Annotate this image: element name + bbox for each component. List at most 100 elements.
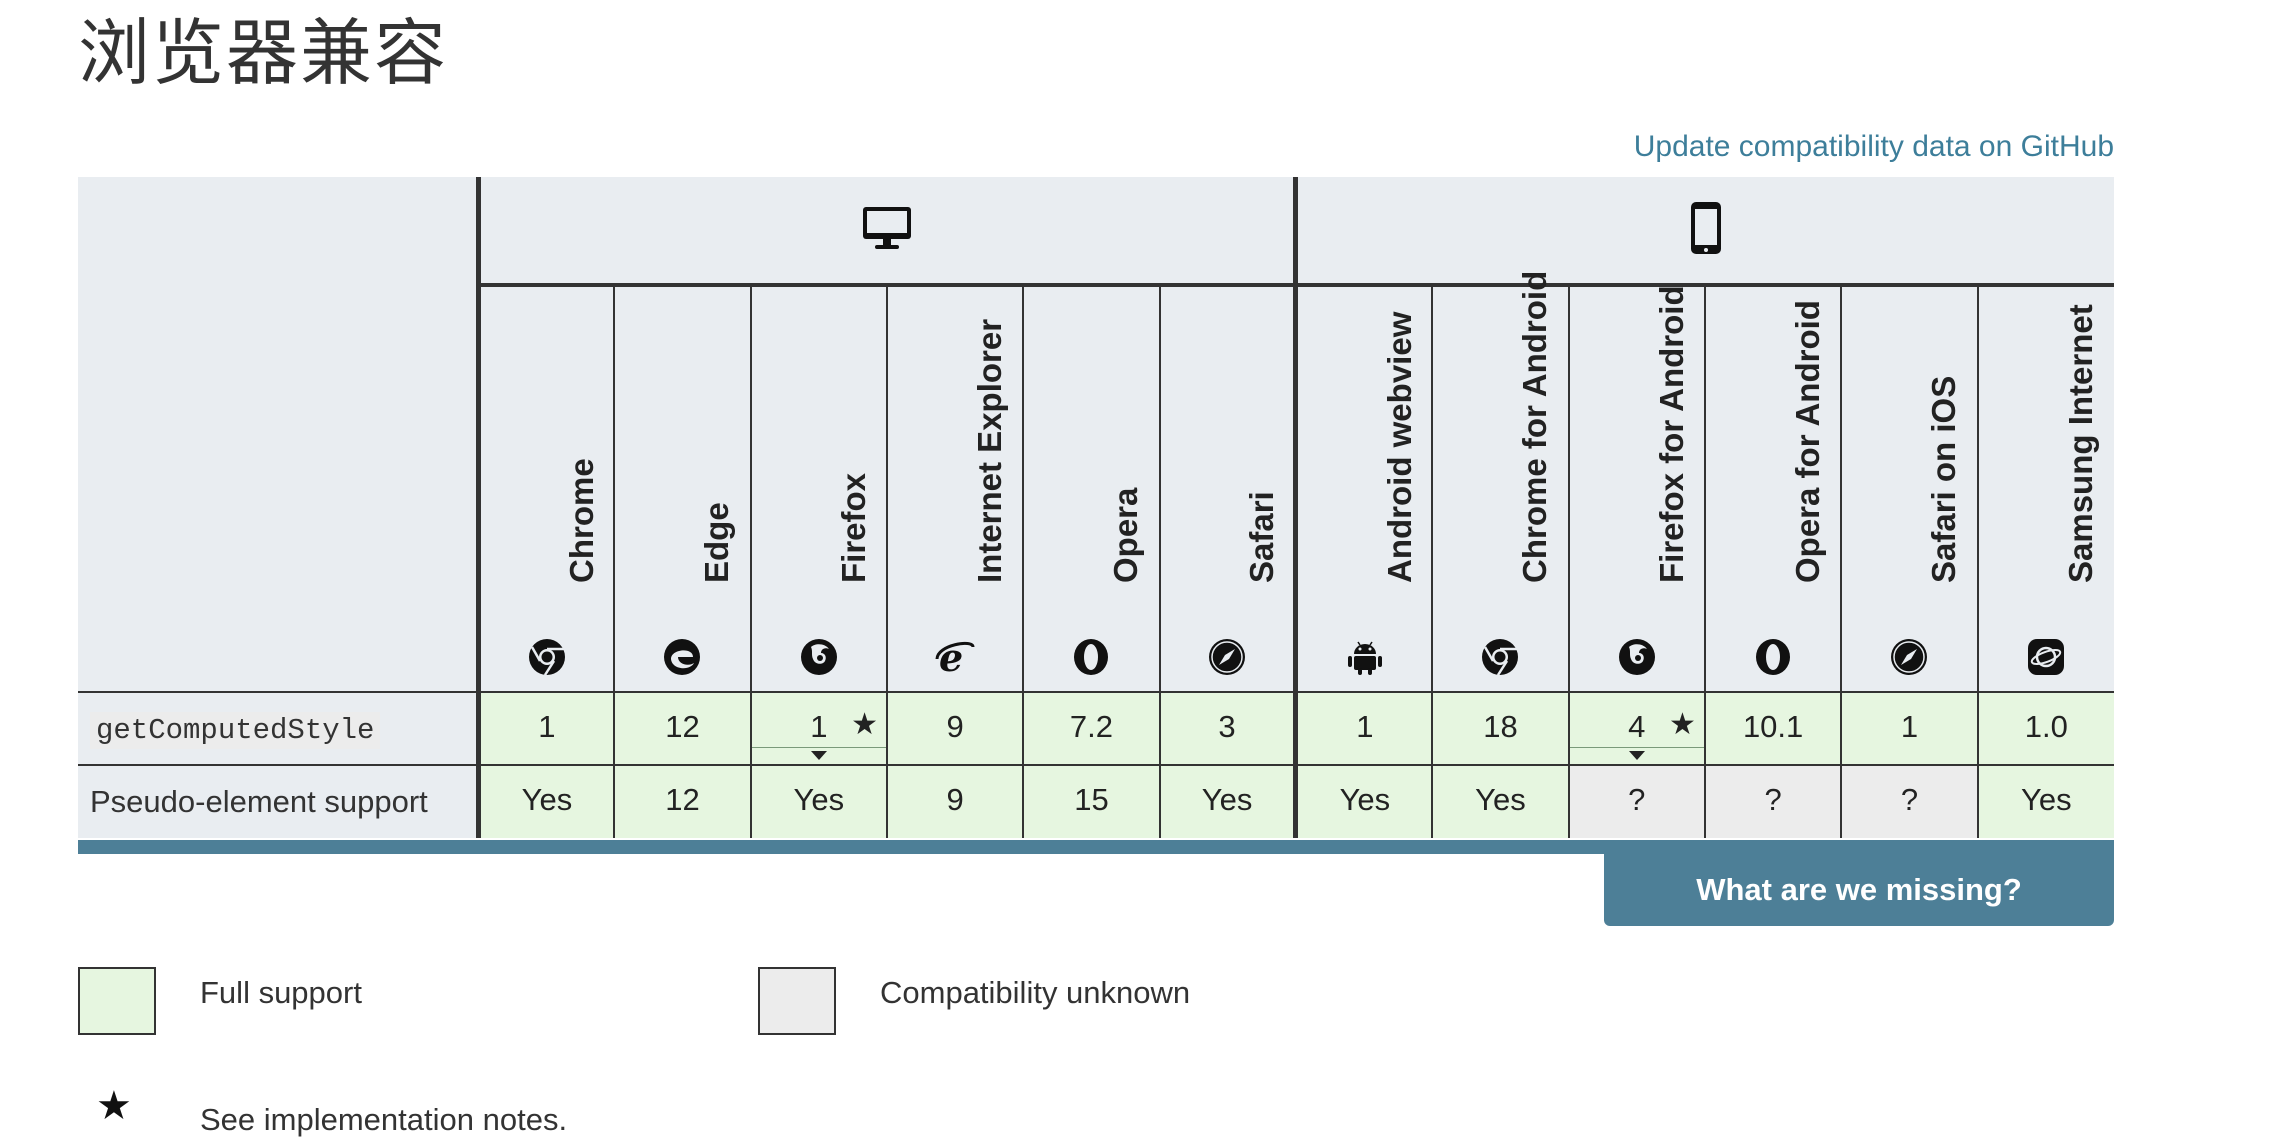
browser-header-edge: Edge bbox=[613, 285, 751, 692]
legend-full-support-label: Full support bbox=[200, 975, 362, 1010]
support-value: 1.0 bbox=[2024, 708, 2068, 744]
support-cell-samsung-internet: 1.0 bbox=[1976, 691, 2114, 765]
legend-unknown-label: Compatibility unknown bbox=[880, 975, 1191, 1010]
support-value: ? bbox=[1628, 782, 1646, 817]
support-cell-chrome-for-android: Yes bbox=[1431, 764, 1569, 838]
support-cell-chrome-for-android: 18 bbox=[1431, 691, 1569, 765]
browser-header-firefox-for-android: Firefox for Android bbox=[1567, 285, 1705, 692]
feature-name-cell: getComputedStyle bbox=[78, 691, 478, 765]
table-corner bbox=[78, 177, 478, 692]
support-value: Yes bbox=[793, 782, 845, 817]
browser-header-safari-on-ios: Safari on iOS bbox=[1840, 285, 1978, 692]
support-cell-firefox[interactable]: 1 ★ bbox=[749, 691, 887, 765]
github-update-link[interactable]: Update compatibility data on GitHub bbox=[1633, 130, 2114, 163]
browser-name: Samsung Internet bbox=[2062, 304, 2100, 583]
support-value: 12 bbox=[665, 708, 700, 744]
desktop-icon bbox=[862, 206, 911, 249]
browser-header-safari: Safari bbox=[1158, 285, 1296, 692]
feature-code-label[interactable]: getComputedStyle bbox=[90, 712, 381, 749]
safari-icon bbox=[1889, 637, 1929, 677]
support-cell-edge: 12 bbox=[613, 691, 751, 765]
browser-name: Firefox bbox=[834, 472, 872, 583]
android-icon bbox=[1345, 637, 1385, 677]
cell-divider bbox=[751, 747, 886, 748]
browser-header-chrome: Chrome bbox=[475, 285, 615, 692]
mobile-icon bbox=[1691, 201, 1722, 254]
support-cell-opera: 7.2 bbox=[1022, 691, 1160, 765]
support-value: 1 bbox=[1900, 708, 1919, 744]
browser-name: Internet Explorer bbox=[971, 318, 1009, 583]
support-cell-edge: 12 bbox=[613, 764, 751, 838]
expand-caret-icon[interactable] bbox=[1628, 751, 1645, 760]
browser-name: Chrome for Android bbox=[1516, 270, 1554, 583]
opera-icon bbox=[1071, 637, 1111, 677]
opera-icon bbox=[1753, 637, 1793, 677]
support-value: 4 bbox=[1628, 708, 1646, 744]
support-value: ? bbox=[1900, 782, 1919, 817]
platform-header-row bbox=[78, 177, 2114, 692]
support-cell-opera-for-android: ? bbox=[1703, 764, 1842, 838]
support-value: 3 bbox=[1218, 708, 1236, 744]
support-value: Yes bbox=[1339, 782, 1391, 817]
support-cell-android-webview: 1 bbox=[1293, 691, 1433, 765]
support-value: 1 bbox=[538, 708, 556, 744]
firefox-icon bbox=[799, 637, 839, 677]
support-cell-chrome: 1 bbox=[475, 691, 615, 765]
safari-icon bbox=[1207, 637, 1247, 677]
platform-mobile bbox=[1293, 177, 2114, 287]
note-star-icon: ★ bbox=[851, 708, 878, 741]
support-cell-safari: Yes bbox=[1158, 764, 1296, 838]
legend-notes-label: See implementation notes. bbox=[200, 1102, 568, 1137]
support-value: 9 bbox=[946, 708, 964, 744]
browser-header-firefox: Firefox bbox=[749, 285, 887, 692]
browser-header-samsung-internet: Samsung Internet bbox=[1976, 285, 2114, 692]
support-cell-opera-for-android: 10.1 bbox=[1703, 691, 1842, 765]
support-cell-safari-on-ios: 1 bbox=[1840, 691, 1978, 765]
samsung-internet-icon bbox=[2026, 637, 2066, 677]
expand-caret-icon[interactable] bbox=[810, 751, 827, 760]
platform-desktop bbox=[475, 177, 1296, 287]
browser-name: Firefox for Android bbox=[1652, 285, 1690, 583]
support-cell-internet-explorer: 9 bbox=[885, 764, 1024, 838]
support-cell-samsung-internet: Yes bbox=[1976, 764, 2114, 838]
support-cell-safari: 3 bbox=[1158, 691, 1296, 765]
compat-table-wrapper: Chrome Edge Firefox Internet Explorer e Opera… bbox=[78, 177, 2114, 838]
compat-table: Chrome Edge Firefox Internet Explorer e Opera… bbox=[78, 177, 2114, 838]
browser-header-internet-explorer: Internet Explorer e bbox=[885, 285, 1024, 692]
support-cell-firefox-for-android[interactable]: 4 ★ bbox=[1567, 691, 1705, 765]
browser-header-opera-for-android: Opera for Android bbox=[1703, 285, 1842, 692]
cell-divider bbox=[1569, 747, 1704, 748]
browser-header-android-webview: Android webview bbox=[1293, 285, 1433, 692]
support-cell-internet-explorer: 9 bbox=[885, 691, 1024, 765]
browser-name: Safari on iOS bbox=[1925, 375, 1963, 583]
support-value: Yes bbox=[1201, 782, 1253, 817]
what-are-we-missing-button[interactable]: What are we missing? bbox=[1604, 852, 2114, 926]
browser-name: Edge bbox=[698, 502, 736, 583]
browser-header-chrome-for-android: Chrome for Android bbox=[1431, 271, 1569, 692]
legend-note-star-icon: ★ bbox=[96, 1084, 132, 1128]
ie-icon: e bbox=[935, 635, 975, 680]
note-star-icon: ★ bbox=[1669, 708, 1696, 741]
edge-icon bbox=[662, 637, 702, 677]
browser-name: Safari bbox=[1243, 491, 1281, 583]
browser-header-opera: Opera bbox=[1022, 285, 1160, 692]
support-cell-opera: 15 bbox=[1022, 764, 1160, 838]
browser-name: Chrome bbox=[562, 458, 600, 583]
browser-header-row: Chrome Edge Firefox Internet Explorer e Opera… bbox=[78, 271, 2114, 692]
chrome-icon bbox=[527, 637, 567, 677]
support-value: 9 bbox=[946, 782, 964, 817]
support-value: 12 bbox=[665, 782, 700, 817]
table-row: Pseudo-element support Yes 12 Yes 9 15 Yes Yes Y… bbox=[78, 764, 2114, 838]
legend-unknown-swatch bbox=[758, 967, 836, 1035]
support-cell-safari-on-ios: ? bbox=[1840, 764, 1978, 838]
support-value: 15 bbox=[1074, 782, 1109, 817]
feature-label: Pseudo-element support bbox=[90, 784, 428, 819]
firefox-icon bbox=[1617, 637, 1657, 677]
support-value: ? bbox=[1764, 782, 1782, 817]
table-row: getComputedStyle 1 12 1 ★ 9 7.2 3 1 18 4 ★ 10.1 1 1.0 bbox=[78, 691, 2114, 765]
support-cell-chrome: Yes bbox=[475, 764, 615, 838]
support-value: 1 bbox=[1356, 708, 1374, 744]
support-cell-firefox: Yes bbox=[749, 764, 887, 838]
support-value: Yes bbox=[1475, 782, 1526, 817]
support-value: 18 bbox=[1483, 708, 1518, 744]
